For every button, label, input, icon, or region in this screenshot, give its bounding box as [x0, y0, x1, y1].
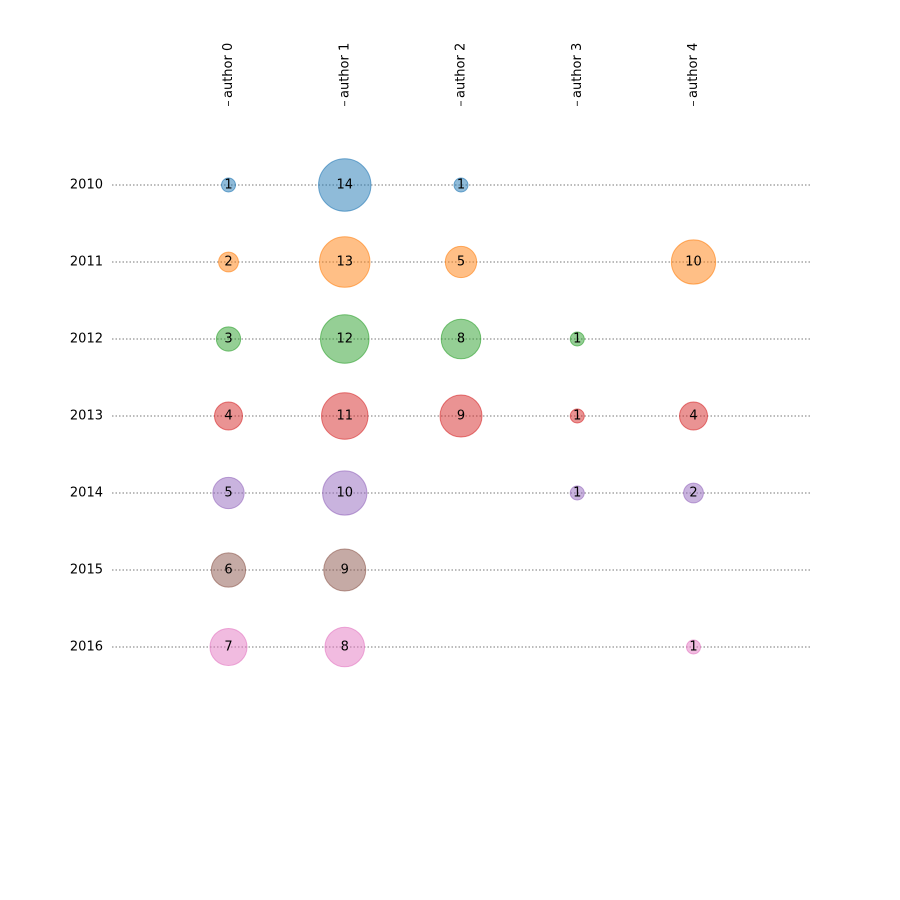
- bubble: [318, 158, 372, 212]
- data-label: 1: [573, 332, 581, 347]
- bubble: [679, 401, 708, 431]
- data-label: 9: [457, 409, 465, 424]
- bubble: [323, 548, 367, 592]
- data-label: 4: [224, 409, 232, 424]
- bubble: [221, 177, 236, 193]
- bubble: [569, 408, 585, 424]
- y-tick-label: 2011: [70, 255, 103, 270]
- x-tick-label: author 3: [570, 43, 585, 98]
- bubble: [214, 401, 243, 431]
- bubble: [683, 482, 704, 504]
- y-tick-label: 2016: [70, 640, 103, 655]
- data-label: 11: [336, 409, 353, 424]
- bubble: [319, 236, 371, 288]
- data-label: 10: [685, 255, 702, 270]
- data-label: 8: [341, 640, 349, 655]
- data-label: 2: [689, 486, 697, 501]
- x-tick-label: author 1: [337, 43, 352, 98]
- data-label: 3: [224, 332, 232, 347]
- y-tick-label: 2014: [70, 486, 103, 501]
- y-tick-label: 2013: [70, 409, 103, 424]
- bubble: [569, 331, 585, 347]
- data-label: 5: [224, 486, 232, 501]
- data-label: 1: [457, 178, 465, 193]
- data-label: 5: [457, 255, 465, 270]
- bubble: [322, 470, 368, 516]
- data-label: 8: [457, 332, 465, 347]
- bubble: [218, 251, 239, 273]
- bubble: [444, 245, 478, 279]
- data-label: 14: [336, 178, 353, 193]
- bubble: [210, 552, 247, 588]
- data-label: 9: [341, 563, 349, 578]
- data-label: 1: [224, 178, 232, 193]
- y-tick-label: 2015: [70, 563, 103, 578]
- bubble: [215, 326, 242, 352]
- x-tick-label: author 0: [221, 43, 236, 98]
- x-tick-label: author 4: [686, 43, 701, 98]
- bubble: [320, 314, 370, 364]
- data-label: 2: [224, 255, 232, 270]
- data-label: 13: [336, 255, 353, 270]
- data-label: 10: [336, 486, 353, 501]
- y-tick-label: 2012: [70, 332, 103, 347]
- bubble: [569, 485, 585, 501]
- bubble: [439, 394, 483, 438]
- bubble: [686, 639, 701, 655]
- bubble: [324, 626, 366, 668]
- bubble: [453, 177, 469, 193]
- data-label: 6: [224, 563, 232, 578]
- data-label: 1: [573, 409, 581, 424]
- bubble: [440, 318, 482, 360]
- y-tick-label: 2010: [70, 178, 103, 193]
- data-label: 7: [224, 640, 232, 655]
- data-label: 4: [689, 409, 697, 424]
- bubble: [670, 239, 717, 285]
- x-tick-label: author 2: [454, 43, 469, 98]
- data-label: 12: [336, 332, 353, 347]
- data-label: 1: [689, 640, 697, 655]
- bubble: [321, 392, 369, 440]
- bubble: [209, 627, 248, 667]
- bubble: [212, 476, 245, 510]
- data-label: 1: [573, 486, 581, 501]
